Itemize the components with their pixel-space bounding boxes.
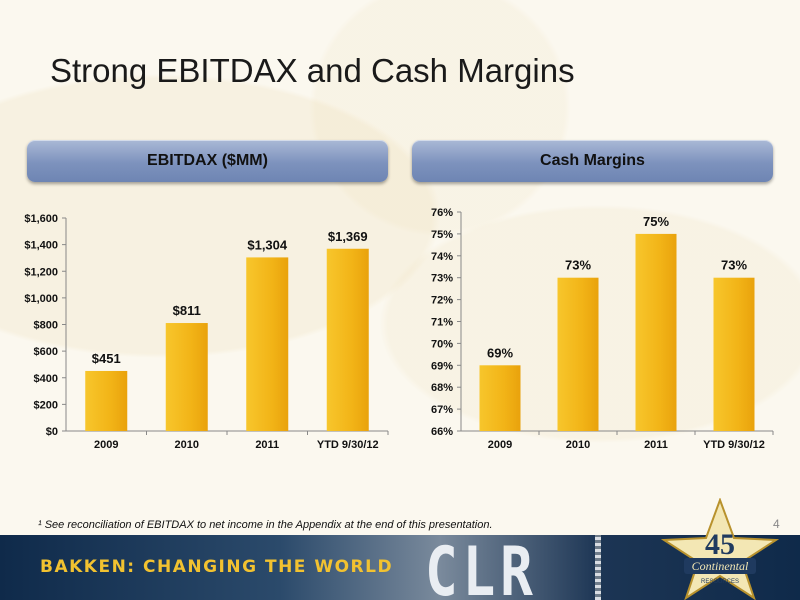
bottom-banner: BAKKEN: CHANGING THE WORLD CLR [0, 535, 800, 600]
ebitdax-bar [85, 370, 128, 431]
margin-y-tick-label: 66% [431, 426, 453, 438]
margin-y-tick-label: 72% [431, 295, 453, 307]
ebitdax-data-label: $1,304 [247, 237, 288, 252]
banner-tagline: BAKKEN: CHANGING THE WORLD [40, 557, 394, 577]
banner-ticker: CLR [425, 535, 538, 600]
cash-margins-chart-header: Cash Margins [412, 140, 773, 182]
ebitdax-data-label: $1,369 [328, 229, 368, 244]
margin-data-label: 73% [565, 258, 591, 273]
margin-y-tick-label: 68% [431, 382, 453, 394]
margin-y-tick-label: 70% [431, 338, 453, 350]
ebitdax-x-tick-label: 2010 [175, 439, 199, 451]
ebitdax-y-tick-label: $800 [34, 320, 58, 332]
logo-number: 45 [705, 528, 735, 561]
margin-data-label: 73% [721, 258, 747, 273]
ebitdax-bar [246, 257, 289, 431]
footnote: ¹ See reconciliation of EBITDAX to net i… [38, 519, 493, 531]
margin-x-tick-label: 2009 [488, 439, 512, 451]
logo-star-icon [660, 498, 780, 600]
margin-x-tick-label: 2011 [644, 439, 668, 451]
ebitdax-data-label: $811 [173, 303, 201, 318]
margin-x-tick-label: YTD 9/30/12 [703, 439, 765, 451]
margin-y-tick-label: 73% [431, 273, 453, 285]
ebitdax-chart-header: EBITDAX ($MM) [27, 140, 388, 182]
margin-y-tick-label: 76% [431, 207, 453, 219]
logo-sub: RESOURCES [701, 579, 739, 585]
ebitdax-bar [326, 248, 369, 431]
margin-y-tick-label: 75% [431, 229, 453, 241]
margin-bar [713, 277, 755, 431]
logo-text: Continental [692, 559, 749, 573]
margin-bar [557, 277, 599, 431]
ebitdax-y-tick-label: $1,000 [24, 293, 58, 305]
page-title: Strong EBITDAX and Cash Margins [50, 52, 575, 89]
ebitdax-x-tick-label: 2009 [94, 439, 118, 451]
margin-x-tick-label: 2010 [566, 439, 590, 451]
margin-y-tick-label: 71% [431, 317, 453, 329]
ebitdax-y-tick-label: $1,400 [24, 240, 58, 252]
continental-logo: 45 Continental RESOURCES [660, 498, 780, 600]
ebitdax-y-tick-label: $0 [46, 426, 58, 438]
ebitdax-y-tick-label: $1,200 [24, 266, 58, 278]
ebitdax-y-tick-label: $400 [34, 373, 58, 385]
margin-bar [635, 233, 677, 431]
margin-bar [479, 365, 521, 431]
ebitdax-x-tick-label: 2011 [255, 439, 279, 451]
ebitdax-data-label: $451 [92, 351, 121, 366]
charts-canvas: $0 $200 $400 $600 $800 $1,000 $1,200 $1,400 $1,6… [24, 207, 774, 451]
ebitdax-bar [165, 323, 208, 431]
margin-y-tick-label: 74% [431, 251, 453, 263]
ebitdax-y-tick-label: $200 [34, 399, 58, 411]
margin-data-label: 75% [643, 214, 669, 229]
margin-y-tick-label: 69% [431, 360, 453, 372]
ebitdax-y-tick-label: $600 [34, 346, 58, 358]
ebitdax-y-tick-label: $1,600 [24, 213, 58, 225]
ebitdax-x-tick-label: YTD 9/30/12 [317, 439, 379, 451]
drilling-rig-icon [595, 535, 601, 600]
page-number: 4 [773, 517, 780, 531]
margin-y-tick-label: 67% [431, 404, 453, 416]
margin-data-label: 69% [487, 345, 513, 360]
